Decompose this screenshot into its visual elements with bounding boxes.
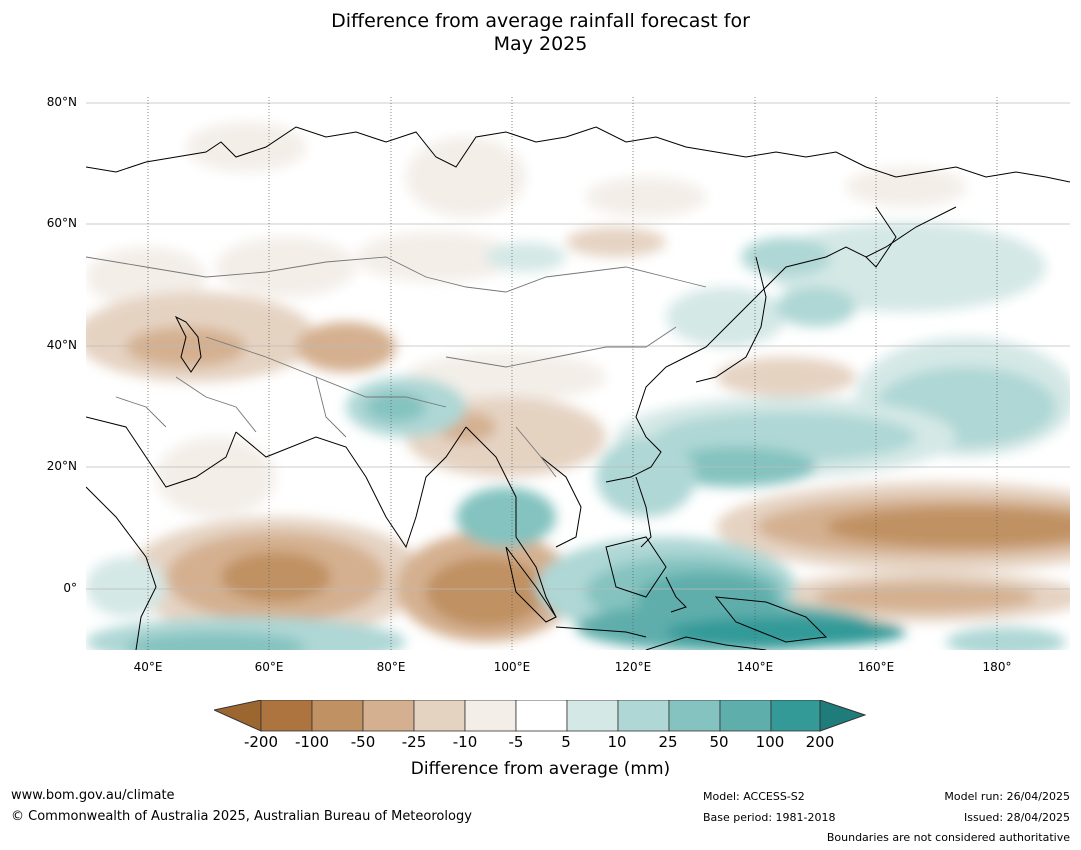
colorbar [214,700,866,732]
colorbar-swatch [719,700,772,732]
lon-label-40e: 40°E [133,660,163,674]
colorbar-label: -5 [508,733,524,751]
graticule [86,97,1070,650]
colorbar-swatch [311,700,364,732]
colorbar-label: -10 [452,733,478,751]
lon-label-120e: 120°E [614,660,652,674]
footer-issued: Issued: 28/04/2025 [963,811,1070,824]
colorbar-label: -100 [294,733,330,751]
colorbar-label: 200 [805,733,835,751]
lon-label-180: 180° [982,660,1012,674]
colorbar-label: 5 [561,733,571,751]
colorbar-swatch [617,700,670,732]
lat-label-20n: 20°N [46,459,77,473]
footer-copyright: © Commonwealth of Australia 2025, Austra… [11,809,472,824]
lat-label-80n: 80°N [46,95,77,109]
colorbar-swatch [413,700,466,732]
footer-model: Model: ACCESS-S2 [703,790,805,803]
coastlines [86,126,1070,650]
rainfall-anomaly-map [86,97,1070,650]
colorbar-swatch [464,700,517,732]
colorbar-swatch [260,700,313,732]
colorbar-swatch [362,700,415,732]
lon-label-100e: 100°E [493,660,531,674]
lat-label-60n: 60°N [46,216,77,230]
footer-url[interactable]: www.bom.gov.au/climate [11,788,175,803]
colorbar-swatch [668,700,721,732]
footer-model-run: Model run: 26/04/2025 [944,790,1070,803]
lon-label-160e: 160°E [857,660,895,674]
colorbar-arrow-right [819,700,866,732]
map-title-line1: Difference from average rainfall forecas… [331,10,750,32]
lon-label-60e: 60°E [254,660,284,674]
colorbar-swatch [515,700,568,732]
footer-base-period: Base period: 1981-2018 [703,811,836,824]
map-title-line2: May 2025 [493,33,588,55]
colorbar-label: -25 [401,733,427,751]
colorbar-label: -200 [243,733,279,751]
colorbar-label: 25 [658,733,678,751]
lat-label-40n: 40°N [46,338,77,352]
colorbar-arrow-left [214,700,262,732]
colorbar-label: 50 [709,733,729,751]
lon-label-80e: 80°E [376,660,406,674]
colorbar-swatch [566,700,619,732]
colorbar-swatch [770,700,821,732]
lat-label-0: 0° [63,581,77,595]
colorbar-label: -50 [350,733,376,751]
colorbar-title: Difference from average (mm) [410,759,671,779]
country-borders [86,256,707,478]
colorbar-label: 100 [755,733,785,751]
lon-label-140e: 140°E [736,660,774,674]
colorbar-label: 10 [607,733,627,751]
anomaly-shading [86,122,1070,650]
footer-disclaimer: Boundaries are not considered authoritat… [826,831,1070,844]
